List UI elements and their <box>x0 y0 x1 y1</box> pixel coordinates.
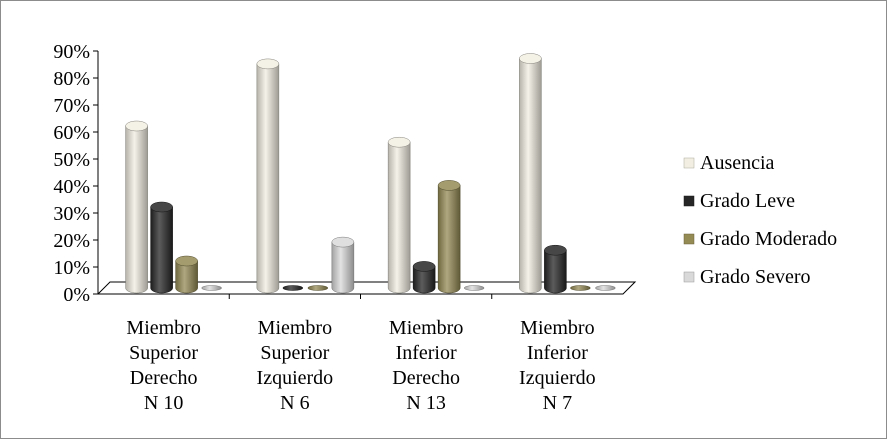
legend-label: Grado Leve <box>700 190 795 212</box>
y-tick-label: 70% <box>53 95 90 117</box>
legend-item: Ausencia <box>683 152 775 174</box>
bar <box>256 58 280 294</box>
bar <box>387 136 411 294</box>
y-tick-label: 20% <box>53 230 90 252</box>
bar <box>544 244 567 294</box>
y-tick-label: 40% <box>53 176 90 198</box>
legend-item: Grado Moderado <box>683 228 837 250</box>
bar <box>570 285 591 291</box>
bar <box>307 285 329 291</box>
bar <box>437 180 461 294</box>
legend-label: Grado Moderado <box>700 228 837 250</box>
y-tick-label: 60% <box>53 122 90 144</box>
x-category-label: Miembro Inferior Derecho N 13 <box>389 317 463 414</box>
x-category-label: Miembro Inferior Izquierdo N 7 <box>519 317 596 414</box>
legend-item: Grado Leve <box>683 190 795 212</box>
chart-axes <box>96 51 637 299</box>
y-axis-ticks: 0% 10% 20% 30% 40% 50% 60% 70% 80% 90% <box>53 41 98 306</box>
bar <box>519 53 542 294</box>
x-axis-categories: Miembro Superior Derecho N 10 Miembro Superio… <box>126 317 595 414</box>
bar <box>201 285 222 291</box>
bar <box>175 255 198 294</box>
bar <box>150 201 173 294</box>
bar <box>412 261 436 294</box>
y-tick-label: 80% <box>53 68 90 90</box>
y-tick-label: 30% <box>53 203 90 225</box>
legend-swatch <box>683 233 695 245</box>
bar <box>331 236 355 294</box>
bar <box>125 120 148 294</box>
y-tick-label: 0% <box>63 284 90 306</box>
bar <box>282 285 304 291</box>
legend-label: Ausencia <box>700 152 775 174</box>
chart-legend: Ausencia Grado Leve Grado Moderado Grado Se… <box>683 152 837 288</box>
legend-label: Grado Severo <box>700 266 811 288</box>
legend-swatch <box>683 195 695 207</box>
bar <box>595 285 616 291</box>
x-category-label: Miembro Superior Izquierdo N 6 <box>257 317 334 414</box>
bar <box>463 285 485 291</box>
y-tick-label: 90% <box>53 41 90 63</box>
legend-swatch <box>683 157 695 169</box>
chart-bars <box>125 53 616 294</box>
y-tick-label: 50% <box>53 149 90 171</box>
legend-swatch <box>683 271 695 283</box>
y-tick-label: 10% <box>53 257 90 279</box>
x-category-label: Miembro Superior Derecho N 10 <box>126 317 200 414</box>
legend-item: Grado Severo <box>683 266 811 288</box>
